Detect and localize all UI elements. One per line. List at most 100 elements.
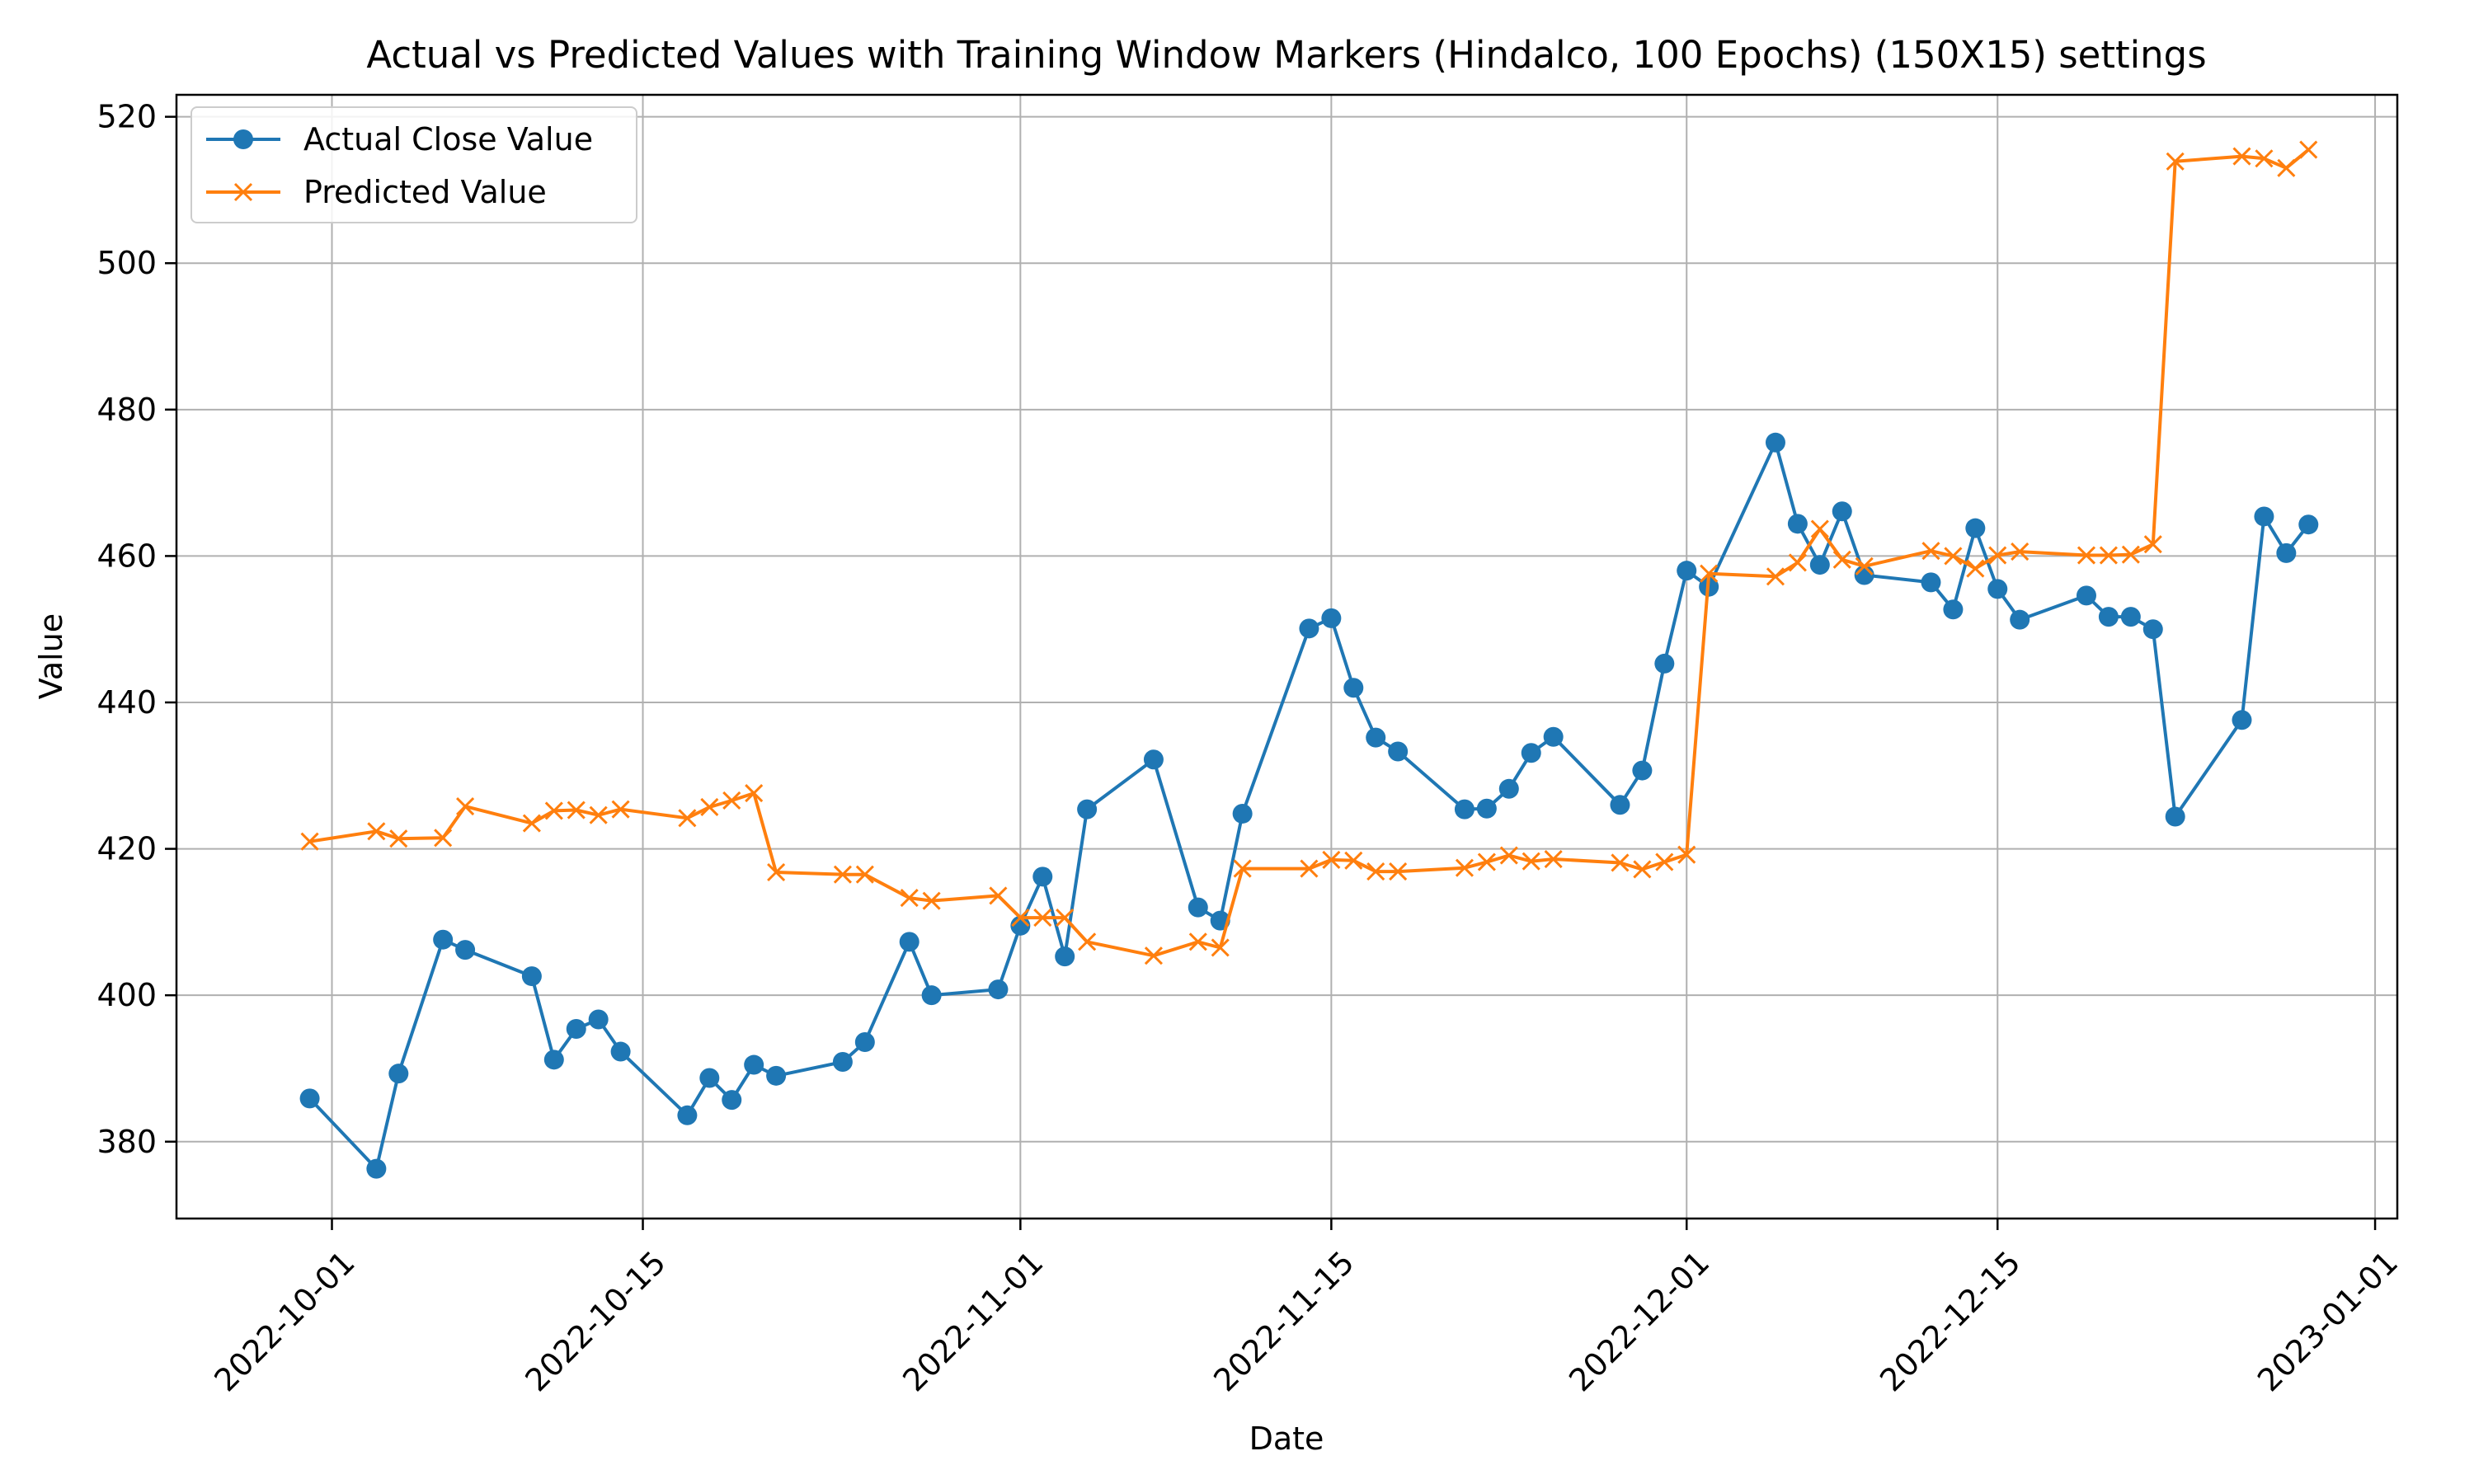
data-point-predicted [1966,559,1985,578]
data-point-predicted [611,800,630,819]
data-point-actual [1965,518,1986,538]
data-point-predicted [2143,535,2162,554]
data-point-predicted [1011,908,1030,928]
data-point-predicted [300,832,319,851]
data-point-predicted [1389,862,1408,881]
data-point-predicted [745,784,764,803]
data-point-actual [832,1051,853,1072]
data-point-predicted [1188,932,1207,951]
data-point-predicted [2166,152,2185,171]
data-point-predicted [544,801,563,820]
data-point-actual [1677,561,1697,581]
data-point-actual [588,1009,609,1030]
legend-marker-predicted [233,182,253,202]
data-point-predicted [1921,542,1940,561]
y-tick-label: 440 [96,684,157,721]
legend-marker-actual [233,129,253,149]
data-point-actual [1343,678,1364,698]
data-point-predicted [855,865,874,884]
data-point-actual [1943,599,1964,620]
data-point-predicted [522,814,541,833]
data-point-predicted [833,865,852,884]
data-point-predicted [922,891,941,910]
data-point-predicted [1544,849,1563,869]
data-point-predicted [1300,859,1319,878]
data-point-predicted [1233,859,1252,878]
data-point-predicted [1056,908,1075,928]
data-point-predicted [1455,858,1475,877]
data-point-predicted [567,801,586,819]
data-point-actual [1010,915,1031,936]
grid-lines [176,95,2397,1219]
series-actual [299,432,2319,1179]
data-point-predicted [1766,567,1785,586]
data-point-actual [2120,607,2141,627]
legend-label-actual: Actual Close Value [303,121,593,157]
y-axis-label: Value [33,613,69,699]
data-point-actual [2232,710,2252,730]
data-point-actual [521,966,542,987]
data-point-actual [1366,727,1386,748]
data-point-actual [988,979,1009,1000]
data-point-actual [566,1019,586,1040]
data-point-predicted [367,822,386,841]
data-point-predicted [1611,853,1630,872]
data-point-actual [1521,743,1541,763]
data-point-actual [1765,432,1785,453]
data-point-actual [1321,608,1342,628]
series-layer [299,140,2319,1179]
data-point-actual [543,1050,564,1070]
y-tick-label: 500 [96,245,157,281]
y-tick-label: 420 [96,831,157,867]
data-point-actual [899,932,920,952]
data-point-actual [1454,799,1475,819]
data-point-predicted [1211,938,1230,957]
y-tick-label: 460 [96,538,157,574]
data-point-actual [1654,653,1675,674]
data-point-predicted [389,829,408,848]
data-point-actual [1077,799,1098,819]
data-point-actual [2298,514,2319,535]
data-point-predicted [767,862,786,882]
data-point-actual [2098,607,2119,627]
data-point-actual [766,1065,787,1086]
data-point-actual [1610,795,1630,815]
data-point-actual [388,1064,409,1084]
data-point-predicted [1944,547,1963,566]
y-tick-label: 480 [96,392,157,428]
data-point-predicted [2077,546,2096,565]
data-point-predicted [1033,908,1052,928]
data-point-actual [744,1054,764,1075]
data-point-predicted [1832,550,1851,569]
data-point-actual [699,1068,720,1088]
data-point-actual [455,940,476,960]
data-point-predicted [678,809,697,828]
data-point-actual [2254,506,2274,527]
data-point-actual [722,1090,742,1111]
data-point-actual [1476,798,1497,819]
data-point-actual [2010,609,2030,630]
data-point-predicted [1499,846,1518,865]
data-point-actual [2142,619,2163,640]
data-point-predicted [1522,852,1540,871]
data-point-predicted [589,805,608,824]
data-point-actual [1921,572,1941,593]
data-point-actual [2165,806,2185,827]
legend: Actual Close Value Predicted Value [190,106,637,223]
data-point-predicted [434,829,453,848]
legend-label-predicted: Predicted Value [303,174,547,210]
y-tick-label: 520 [96,99,157,135]
chart-title: Actual vs Predicted Values with Training… [366,33,2206,77]
data-point-predicted [1677,845,1696,864]
data-point-actual [1987,579,2008,599]
data-point-actual [1055,946,1075,967]
data-point-actual [299,1088,320,1109]
data-point-predicted [1855,556,1874,575]
data-point-actual [610,1041,631,1062]
data-point-actual [1032,866,1053,887]
data-point-actual [1498,778,1519,799]
data-point-predicted [2121,545,2140,564]
data-point-actual [677,1105,698,1125]
data-point-predicted [1078,932,1097,951]
